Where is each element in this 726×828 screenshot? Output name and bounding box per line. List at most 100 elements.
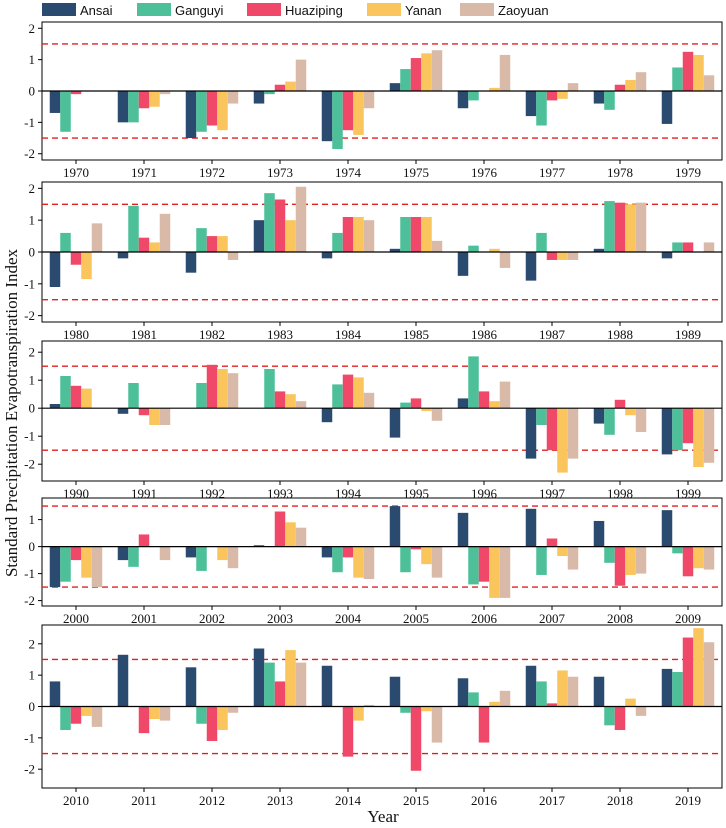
y-tick-label: 0 xyxy=(29,539,36,554)
y-tick-label: 0 xyxy=(29,245,36,260)
legend-label-huaziping: Huaziping xyxy=(285,3,343,18)
bar-huaziping-1998 xyxy=(614,399,626,409)
bar-huaziping-2007 xyxy=(546,538,558,547)
bar-yanan-1983 xyxy=(285,220,296,252)
bar-ansai-2008 xyxy=(593,520,605,547)
x-tick-label-2010: 2010 xyxy=(63,793,89,808)
bar-zaoyuan-2010 xyxy=(91,706,103,727)
x-tick-label-1979: 1979 xyxy=(675,165,701,180)
bar-ganguyi-1993 xyxy=(264,369,275,409)
bar-ganguyi-1975 xyxy=(400,69,411,91)
x-tick-label-1982: 1982 xyxy=(199,327,225,342)
x-tick-label-1995: 1995 xyxy=(403,486,429,501)
bar-huaziping-1982 xyxy=(206,236,218,252)
y-tick-label: -1 xyxy=(24,429,35,444)
bar-zaoyuan-2017 xyxy=(567,676,579,707)
bar-yanan-2019 xyxy=(693,628,704,707)
panel-3: -2 -1 0 1 2 1990 1991 1992 1993 1994 1995 1996 1997 1… xyxy=(24,340,723,501)
bar-ansai-2014 xyxy=(321,665,333,707)
y-tick-label: 0 xyxy=(29,699,36,714)
bar-huaziping-1985 xyxy=(410,217,422,252)
bar-ganguyi-2016 xyxy=(468,692,479,707)
x-tick-label-2016: 2016 xyxy=(471,793,498,808)
x-tick-label-2011: 2011 xyxy=(131,793,157,808)
bar-zaoyuan-2012 xyxy=(227,706,239,713)
bar-huaziping-2015 xyxy=(410,706,422,771)
bar-zaoyuan-2001 xyxy=(159,546,171,561)
bar-ansai-2011 xyxy=(117,654,129,707)
bar-huaziping-1977 xyxy=(546,91,558,101)
bar-ansai-1980 xyxy=(49,252,61,287)
legend-swatch-ansai xyxy=(42,3,76,16)
legend-swatch-huaziping xyxy=(247,3,281,16)
y-tick-label: -1 xyxy=(24,730,35,745)
bar-ansai-1986 xyxy=(457,252,469,276)
bar-zaoyuan-1993 xyxy=(295,401,307,409)
x-tick-label-1993: 1993 xyxy=(267,486,293,501)
bar-huaziping-1990 xyxy=(70,385,82,409)
bar-huaziping-1999 xyxy=(682,408,694,444)
bar-zaoyuan-1997 xyxy=(567,408,579,459)
bar-yanan-2017 xyxy=(557,670,568,707)
bar-ganguyi-2012 xyxy=(196,706,207,724)
bar-huaziping-2018 xyxy=(614,706,626,731)
bar-yanan-2006 xyxy=(489,546,500,598)
bar-zaoyuan-1974 xyxy=(363,91,375,109)
bar-huaziping-1970 xyxy=(70,91,82,95)
bar-huaziping-1975 xyxy=(410,58,422,91)
bar-zaoyuan-1972 xyxy=(227,91,239,104)
bar-ansai-2017 xyxy=(525,665,537,707)
bar-ansai-1976 xyxy=(457,91,469,109)
bar-zaoyuan-1982 xyxy=(227,252,239,260)
legend-label-ansai: Ansai xyxy=(80,3,113,18)
x-tick-label-1997: 1997 xyxy=(539,486,566,501)
bar-zaoyuan-2003 xyxy=(295,527,307,547)
bar-zaoyuan-1998 xyxy=(635,408,647,432)
panel-5: -2 -1 0 1 2 2010 2011 2012 2013 2014 2015 2016 2017 2… xyxy=(24,624,723,808)
bar-huaziping-1973 xyxy=(274,84,286,91)
bar-ganguyi-1990 xyxy=(60,376,71,409)
x-tick-label-1974: 1974 xyxy=(335,165,362,180)
bar-ganguyi-1999 xyxy=(672,408,683,451)
bar-huaziping-2009 xyxy=(682,546,694,577)
bar-zaoyuan-2000 xyxy=(91,546,103,588)
bar-zaoyuan-2007 xyxy=(567,546,579,570)
bar-ansai-1971 xyxy=(117,91,129,123)
bar-ganguyi-2000 xyxy=(60,546,71,582)
panel-1: -2 -1 0 1 2 1970 1971 1972 1973 1974 1975 1976 1977 1… xyxy=(24,21,723,180)
bar-huaziping-1987 xyxy=(546,252,558,260)
x-tick-label-1971: 1971 xyxy=(131,165,157,180)
bar-huaziping-2003 xyxy=(274,511,286,547)
bar-huaziping-1988 xyxy=(614,202,626,252)
x-tick-label-2008: 2008 xyxy=(607,611,633,626)
bar-huaziping-1978 xyxy=(614,84,626,91)
bar-ansai-2001 xyxy=(117,546,129,561)
bar-huaziping-1983 xyxy=(274,199,286,252)
bar-yanan-1991 xyxy=(149,408,160,425)
bar-ansai-2010 xyxy=(49,681,61,707)
bar-ganguyi-1979 xyxy=(672,67,683,91)
x-tick-label-2005: 2005 xyxy=(403,611,429,626)
bar-yanan-2013 xyxy=(285,650,296,707)
bar-zaoyuan-2006 xyxy=(499,546,511,598)
bar-ganguyi-2010 xyxy=(60,706,71,731)
bar-ganguyi-1989 xyxy=(672,242,683,252)
bar-ansai-1999 xyxy=(661,408,673,455)
x-tick-label-1978: 1978 xyxy=(607,165,633,180)
y-tick-label: 0 xyxy=(29,84,36,99)
bar-huaziping-2012 xyxy=(206,706,218,741)
bar-ansai-1978 xyxy=(593,91,605,104)
bar-zaoyuan-1988 xyxy=(635,202,647,252)
y-tick-label: -2 xyxy=(24,762,35,777)
x-tick-label-1970: 1970 xyxy=(63,165,89,180)
y-tick-label: -2 xyxy=(24,593,35,608)
bar-yanan-1994 xyxy=(353,377,364,409)
y-tick-label: 2 xyxy=(29,636,36,651)
legend-item-yanan: Yanan xyxy=(367,3,442,18)
bar-yanan-1993 xyxy=(285,394,296,409)
bar-yanan-2009 xyxy=(693,546,704,569)
bar-ansai-2007 xyxy=(525,508,537,547)
bar-yanan-2010 xyxy=(81,706,92,716)
bar-zaoyuan-2009 xyxy=(703,546,715,570)
x-tick-label-1972: 1972 xyxy=(199,165,225,180)
